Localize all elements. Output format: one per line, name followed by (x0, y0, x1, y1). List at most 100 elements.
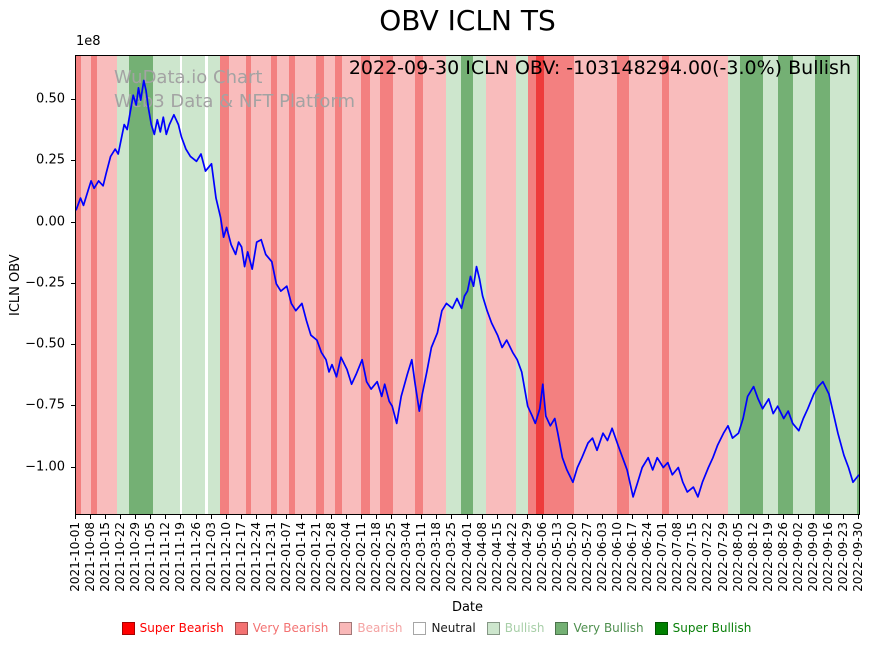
legend-item-super-bullish: Super Bullish (654, 621, 752, 635)
legend-item-bullish: Bullish (486, 621, 545, 635)
x-tick-mark (647, 515, 649, 519)
sentiment-band-neutral (205, 56, 208, 514)
sentiment-band-neutral (179, 56, 183, 514)
x-tick-label: 2022-09-16 (820, 522, 835, 592)
x-tick-label: 2022-06-24 (640, 522, 655, 592)
sentiment-band-very_bullish (129, 56, 153, 514)
x-tick-mark (135, 515, 137, 519)
x-tick-mark (255, 515, 257, 519)
sentiment-band-bullish (727, 56, 741, 514)
x-tick-label: 2022-04-22 (504, 522, 519, 592)
x-tick-mark (827, 515, 829, 519)
x-tick-label: 2022-08-05 (730, 522, 745, 592)
chart-title: OBV ICLN TS (379, 4, 556, 37)
sentiment-band-bullish (515, 56, 528, 514)
x-axis-label: Date (451, 600, 484, 615)
x-tick-label: 2022-02-25 (384, 522, 399, 592)
x-tick-label: 2022-07-15 (685, 522, 700, 592)
x-tick-label: 2022-01-14 (293, 522, 308, 592)
x-tick-mark (376, 515, 378, 519)
x-tick-mark (165, 515, 167, 519)
sentiment-band-bearish (574, 56, 617, 514)
sentiment-band-bearish (341, 56, 362, 514)
x-tick-mark (195, 515, 197, 519)
x-tick-label: 2021-10-08 (83, 522, 98, 592)
x-tick-mark (120, 515, 122, 519)
y-tick-label: −0.75 (25, 397, 65, 413)
x-tick-mark (346, 515, 347, 519)
x-tick-mark (75, 515, 76, 519)
x-tick-label: 2022-02-11 (354, 522, 369, 592)
x-tick-label: 2022-04-15 (489, 522, 504, 592)
y-tick-label: 0.50 (36, 91, 65, 107)
x-tick-label: 2021-12-03 (203, 522, 218, 592)
sentiment-band-very_bearish (289, 56, 296, 514)
x-tick-mark (752, 515, 754, 519)
y-tick-mark (71, 160, 75, 162)
x-tick-mark (300, 515, 302, 519)
y-tick-mark (71, 466, 75, 468)
x-tick-label: 2022-01-07 (278, 522, 293, 592)
sentiment-band-very_bearish (76, 56, 82, 514)
x-tick-label: 2021-12-24 (248, 522, 263, 592)
x-tick-mark (587, 515, 588, 519)
x-tick-label: 2021-11-12 (158, 522, 173, 592)
x-tick-label: 2022-02-04 (339, 522, 353, 592)
x-tick-label: 2022-01-21 (308, 522, 323, 592)
x-tick-mark (496, 515, 498, 519)
x-tick-mark (436, 515, 438, 519)
x-tick-label: 2022-06-03 (595, 522, 609, 592)
legend-label: Very Bullish (573, 621, 644, 635)
sentiment-band-bearish (485, 56, 516, 514)
y-tick-label: −1.00 (25, 459, 65, 474)
x-tick-label: 2022-07-08 (670, 522, 685, 592)
x-tick-mark (285, 515, 287, 519)
sentiment-band-bullish (792, 56, 816, 514)
sentiment-band-bearish (423, 56, 447, 514)
sentiment-band-bullish (446, 56, 461, 514)
x-tick-mark (90, 515, 92, 519)
legend-label: Super Bearish (139, 621, 224, 635)
y-tick-mark (71, 99, 75, 101)
x-tick-label: 2022-05-20 (564, 522, 579, 592)
x-tick-mark (511, 515, 513, 519)
x-tick-label: 2022-05-06 (534, 522, 549, 592)
sentiment-band-bullish (472, 56, 486, 514)
x-tick-label: 2022-01-28 (324, 522, 338, 592)
x-tick-mark (632, 515, 634, 519)
x-tick-mark (406, 515, 408, 519)
x-tick-mark (331, 515, 332, 519)
x-tick-mark (617, 515, 619, 519)
legend-label: Bullish (504, 621, 545, 635)
legend-swatch (234, 621, 248, 635)
sentiment-band-very_bullish (857, 56, 859, 514)
x-tick-label: 2022-03-25 (444, 522, 459, 592)
x-tick-mark (782, 515, 784, 519)
sentiment-band-bearish (392, 56, 415, 514)
x-tick-mark (526, 515, 528, 519)
x-tick-label: 2022-03-18 (429, 522, 444, 592)
legend-item-bearish: Bearish (339, 621, 402, 635)
legend-label: Super Bullish (672, 621, 752, 635)
legend-swatch (486, 621, 500, 635)
x-tick-mark (315, 515, 317, 519)
x-tick-label: 2022-05-27 (580, 522, 594, 592)
legend-swatch (121, 621, 135, 635)
sentiment-band-bullish (830, 56, 858, 514)
x-tick-mark (451, 515, 453, 519)
watermark-line-1: WuData.io Chart (114, 67, 263, 88)
sentiment-band-bearish (669, 56, 728, 514)
x-tick-label: 2022-07-01 (655, 522, 670, 592)
x-tick-label: 2022-08-26 (775, 522, 790, 592)
sentiment-band-bearish (295, 56, 317, 514)
x-tick-label: 2022-03-11 (414, 522, 429, 592)
x-tick-label: 2022-04-08 (474, 522, 489, 592)
sentiment-band-bearish (323, 56, 335, 514)
x-tick-mark (858, 515, 859, 519)
legend-item-neutral: Neutral (413, 621, 476, 635)
sentiment-band-very_bullish (815, 56, 831, 514)
watermark: WuData.io Chart Web3 Data & NFT Platform (114, 66, 355, 115)
x-tick-mark (602, 515, 603, 519)
x-tick-label: 2022-09-23 (835, 522, 850, 592)
